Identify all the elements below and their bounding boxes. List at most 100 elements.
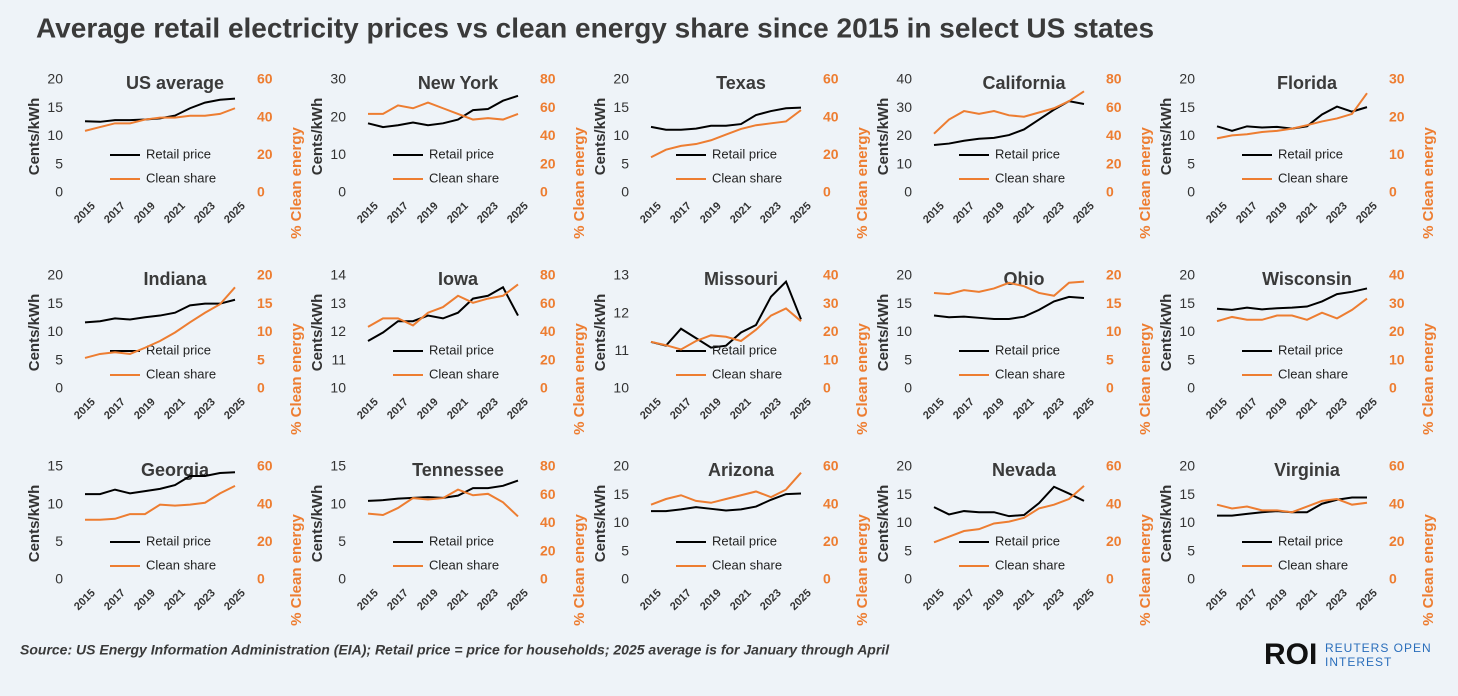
y2-tick-label: 60 xyxy=(1106,99,1122,115)
y-tick-label: 20 xyxy=(896,127,912,143)
y2-axis-label: % Clean energy xyxy=(854,126,871,238)
y2-tick-label: 20 xyxy=(823,146,839,162)
y-tick-label: 5 xyxy=(904,542,912,558)
y2-axis-label: % Clean energy xyxy=(288,126,305,238)
y-tick-label: 0 xyxy=(904,571,912,587)
y2-tick-label: 60 xyxy=(540,295,556,311)
chart-title: Nevada xyxy=(992,460,1057,480)
y-tick-label: 13 xyxy=(613,267,629,283)
y-axis-label: Cents/kWh xyxy=(592,485,609,563)
y2-axis-label: % Clean energy xyxy=(854,513,871,625)
y-axis-label: Cents/kWh xyxy=(592,98,609,176)
y-tick-label: 5 xyxy=(55,351,63,367)
y2-tick-label: 40 xyxy=(1106,127,1122,143)
y2-tick-label: 80 xyxy=(540,267,556,283)
y-tick-label: 20 xyxy=(330,108,346,124)
legend-label: Retail price xyxy=(995,342,1060,357)
y-axis-label: Cents/kWh xyxy=(875,98,892,176)
legend-label: Retail price xyxy=(429,146,494,161)
y2-tick-label: 20 xyxy=(823,323,839,339)
y-axis-label: Cents/kWh xyxy=(875,294,892,372)
y2-tick-label: 0 xyxy=(823,184,831,200)
series-line xyxy=(367,94,519,129)
y-tick-label: 30 xyxy=(896,99,912,115)
series-line xyxy=(651,492,802,513)
y2-tick-label: 20 xyxy=(1389,323,1405,339)
chart-title: Indiana xyxy=(143,269,207,289)
legend-label: Retail price xyxy=(995,533,1060,548)
y-tick-label: 5 xyxy=(621,155,629,171)
legend-label: Retail price xyxy=(429,533,494,548)
y-tick-label: 15 xyxy=(1179,99,1195,115)
chart-title: US average xyxy=(126,73,224,93)
logo-mark: ROI xyxy=(1264,638,1317,671)
legend-label: Clean share xyxy=(1278,557,1348,572)
page-title: Average retail electricity prices vs cle… xyxy=(36,12,1154,43)
chart-title: Georgia xyxy=(141,460,210,480)
y2-tick-label: 20 xyxy=(540,155,556,171)
y2-tick-label: 60 xyxy=(257,71,273,87)
y-axis-label: Cents/kWh xyxy=(592,294,609,372)
y-tick-label: 15 xyxy=(896,295,912,311)
y2-tick-label: 0 xyxy=(257,380,265,396)
y-tick-label: 10 xyxy=(1179,514,1195,530)
y-tick-label: 14 xyxy=(330,267,346,283)
y-tick-label: 15 xyxy=(47,99,63,115)
legend-label: Retail price xyxy=(995,146,1060,161)
y2-tick-label: 60 xyxy=(823,458,839,474)
legend-label: Retail price xyxy=(146,533,211,548)
series-line xyxy=(1216,297,1368,323)
y-tick-label: 10 xyxy=(47,127,63,143)
y-tick-label: 20 xyxy=(1179,71,1195,87)
series-line xyxy=(367,285,519,342)
y-tick-label: 10 xyxy=(1179,323,1195,339)
y2-tick-label: 20 xyxy=(1106,267,1122,283)
chart-title: Iowa xyxy=(438,269,479,289)
y2-axis-label: % Clean energy xyxy=(571,322,588,434)
y2-tick-label: 10 xyxy=(1106,323,1122,339)
legend-label: Clean share xyxy=(995,366,1065,381)
y-tick-label: 11 xyxy=(614,342,629,358)
y2-axis-label: % Clean energy xyxy=(1137,126,1154,238)
y-tick-label: 15 xyxy=(330,458,346,474)
y-axis-label: Cents/kWh xyxy=(309,98,326,176)
y2-tick-label: 0 xyxy=(1106,184,1114,200)
y2-tick-label: 60 xyxy=(1106,458,1122,474)
y2-tick-label: 60 xyxy=(540,486,556,502)
y2-tick-label: 40 xyxy=(540,514,556,530)
y-tick-label: 5 xyxy=(55,155,63,171)
chart-title: Wisconsin xyxy=(1262,269,1352,289)
y-tick-label: 0 xyxy=(338,184,346,200)
y2-axis-label: % Clean energy xyxy=(1137,322,1154,434)
y2-tick-label: 80 xyxy=(1106,71,1122,87)
y2-tick-label: 0 xyxy=(1389,184,1397,200)
y2-axis-label: % Clean energy xyxy=(1420,126,1437,238)
series-line xyxy=(85,471,236,496)
y-tick-label: 10 xyxy=(613,127,629,143)
y-tick-label: 20 xyxy=(613,458,629,474)
y2-axis-label: % Clean energy xyxy=(1420,322,1437,434)
y-axis-label: Cents/kWh xyxy=(875,485,892,563)
y-axis-label: Cents/kWh xyxy=(1158,485,1175,563)
y2-tick-label: 0 xyxy=(257,571,265,587)
series-line xyxy=(1216,92,1368,140)
legend-label: Retail price xyxy=(429,342,494,357)
y2-tick-label: 40 xyxy=(257,495,273,511)
y2-tick-label: 20 xyxy=(540,351,556,367)
y-tick-label: 10 xyxy=(330,146,346,162)
legend-label: Retail price xyxy=(712,146,777,161)
y2-tick-label: 40 xyxy=(1389,267,1405,283)
y-tick-label: 10 xyxy=(330,380,346,396)
y2-tick-label: 0 xyxy=(1389,571,1397,587)
legend-label: Clean share xyxy=(1278,366,1348,381)
y2-axis-label: % Clean energy xyxy=(571,126,588,238)
y-tick-label: 13 xyxy=(330,295,346,311)
legend-label: Clean share xyxy=(712,366,782,381)
legend-label: Clean share xyxy=(712,170,782,185)
series-line xyxy=(650,279,802,349)
y2-axis-label: % Clean energy xyxy=(288,322,305,434)
source-note: Source: US Energy Information Administra… xyxy=(20,642,890,658)
y-tick-label: 5 xyxy=(621,542,629,558)
